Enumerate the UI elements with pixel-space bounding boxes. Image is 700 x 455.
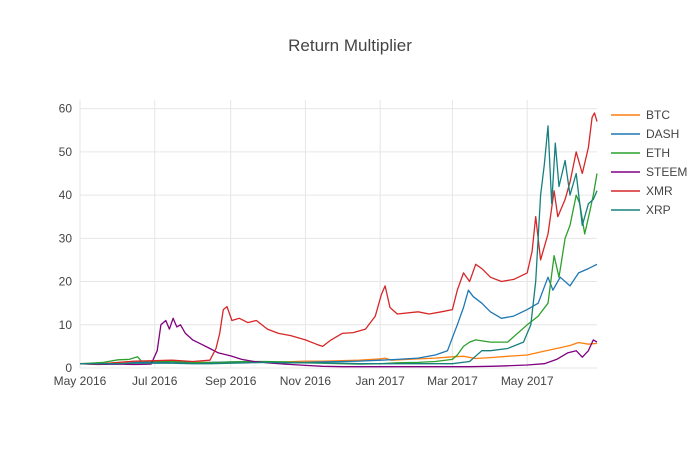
x-tick-label: Mar 2017 [427,374,478,388]
legend-item-xrp[interactable]: XRP [611,203,671,217]
legend-item-dash[interactable]: DASH [611,127,679,141]
legend-label: ETH [646,146,670,160]
y-tick-label: 50 [59,145,73,159]
y-tick-label: 30 [59,231,73,245]
legend-item-steem[interactable]: STEEM [611,165,687,179]
legend-label: XRP [646,203,671,217]
legend-item-btc[interactable]: BTC [611,108,670,122]
series-line-steem[interactable] [79,317,598,368]
y-tick-label: 0 [65,361,72,375]
legend-item-eth[interactable]: ETH [611,146,670,160]
series-lines [79,112,598,368]
chart-title: Return Multiplier [288,36,412,55]
y-tick-label: 20 [59,275,73,289]
series-line-eth[interactable] [79,173,598,365]
y-tick-label: 40 [59,188,73,202]
x-tick-label: Sep 2016 [205,374,257,388]
legend-label: STEEM [646,165,687,179]
y-tick-label: 10 [59,318,73,332]
x-tick-label: May 2017 [501,374,554,388]
x-tick-label: Jul 2016 [132,374,178,388]
axes: 0 10 20 30 40 50 60 May 2016 Jul 2016 Sep 2016 Nov… [54,102,554,388]
x-tick-label: Nov 2016 [280,374,332,388]
legend-label: BTC [646,108,670,122]
gridlines [79,100,597,369]
legend[interactable]: BTC DASH ETH STEEM XMR XRP [611,108,687,217]
x-tick-label: Jan 2017 [355,374,405,388]
series-line-xrp[interactable] [80,125,598,365]
x-tick-label: May 2016 [54,374,107,388]
legend-label: XMR [646,184,673,198]
series-line-xmr[interactable] [79,112,598,365]
y-tick-label: 60 [59,102,73,116]
legend-item-xmr[interactable]: XMR [611,184,673,198]
legend-label: DASH [646,127,679,141]
